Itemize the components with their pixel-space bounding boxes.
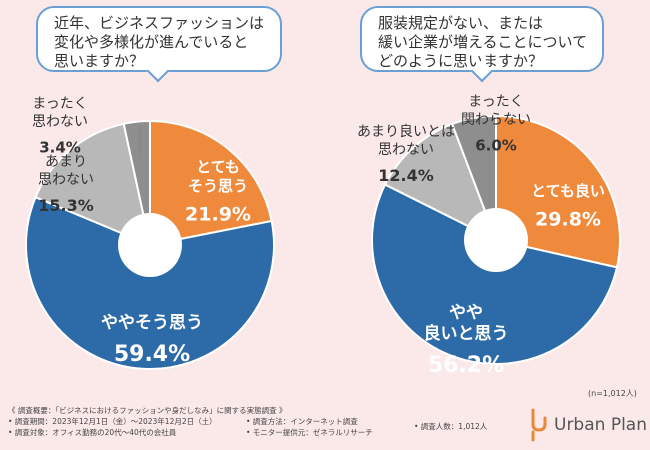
slice-label-text: とても良い <box>531 182 605 200</box>
donut-hole <box>464 208 528 272</box>
survey-footer: 《 調査概要：「ビジネスにおけるファッションや身だしなみ」に関する実態調査 》 … <box>8 405 287 438</box>
question-line: 変化や多様化が進んでいると <box>54 33 249 51</box>
slice-value: 12.4% <box>378 166 434 185</box>
slice-label: ややそう思う 59.4% <box>101 313 203 367</box>
brand-logo: Urban Plan <box>530 408 647 442</box>
slice-label-text: そう思う <box>188 177 248 195</box>
footer-line: • 調査方法：インターネット調査 <box>246 417 358 426</box>
footer-line: • 調査期間：2023年12月1日（金）〜2023年12月2日（土） <box>8 417 217 426</box>
slice-label-text: 関わらない <box>461 112 531 128</box>
question-line: 服装規定がない、または <box>378 14 544 32</box>
slice-label-text: 思わない <box>32 114 88 130</box>
brand-name: Urban Plan <box>554 415 647 435</box>
slice-value: 59.4% <box>114 342 190 367</box>
footer-line: • モニター提供元：ゼネラルリサーチ <box>246 428 373 437</box>
pie-slice <box>25 195 275 370</box>
slice-label-text: 良いと思う <box>424 323 509 344</box>
slice-value: 3.4% <box>39 138 81 156</box>
pie-slice <box>34 122 152 247</box>
pie-slice <box>495 114 621 269</box>
pie-slice <box>371 183 619 365</box>
slice-label-text: やや <box>449 303 483 323</box>
survey-footer-col3: • 調査人数：1,012人 <box>414 422 488 431</box>
donut-charts: とてもそう思う21.9%ややそう思う59.4%あまり思わない15.3%まったく思… <box>25 94 621 378</box>
survey-footer-col2: • 調査方法：インターネット調査 • モニター提供元：ゼネラルリサーチ <box>246 416 373 438</box>
slice-label-text: まったく <box>32 96 87 112</box>
slice-label-text: 思わない <box>378 142 434 158</box>
slice-label-text: まったく <box>468 94 523 110</box>
slice-value: 6.0% <box>475 136 517 154</box>
footer-line: 《 調査概要：「ビジネスにおけるファッションや身だしなみ」に関する実態調査 》 <box>8 406 287 415</box>
question-line: どのように思いますか？ <box>378 52 544 70</box>
question-line: 近年、ビジネスファッションは <box>54 14 265 32</box>
slice-label-text: とても <box>196 158 240 176</box>
slice-value: 56.2% <box>428 353 504 378</box>
question-bubble-right: 服装規定がない、または 緩い企業が増えることについて どのように思いますか？ <box>360 6 604 83</box>
pie-slice <box>383 122 498 243</box>
question-line: 緩い企業が増えることについて <box>378 33 588 51</box>
pie-slice <box>149 119 273 247</box>
slice-label-text: あまり <box>45 154 87 170</box>
pie-slice <box>450 114 497 241</box>
slice-value: 15.3% <box>38 196 94 215</box>
donut-hole <box>118 213 182 277</box>
urban-plan-icon <box>531 408 547 442</box>
slice-label-text: あまり良いとは <box>357 124 455 140</box>
slice-label-text: 思わない <box>38 172 94 188</box>
slice-value: 29.8% <box>535 208 601 230</box>
sample-size: (n=1,012人) <box>588 389 637 398</box>
footer-line: • 調査対象：オフィス勤務の20代〜40代の会社員 <box>8 428 177 437</box>
question-bubble-left: 近年、ビジネスファッションは 変化や多様化が進んでいると 思いますか？ <box>36 6 282 83</box>
slice-label: とても良い 29.8% <box>531 182 605 230</box>
slice-label-text: ややそう思う <box>101 313 203 333</box>
slice-value: 21.9% <box>185 203 251 225</box>
question-line: 思いますか？ <box>54 52 145 70</box>
